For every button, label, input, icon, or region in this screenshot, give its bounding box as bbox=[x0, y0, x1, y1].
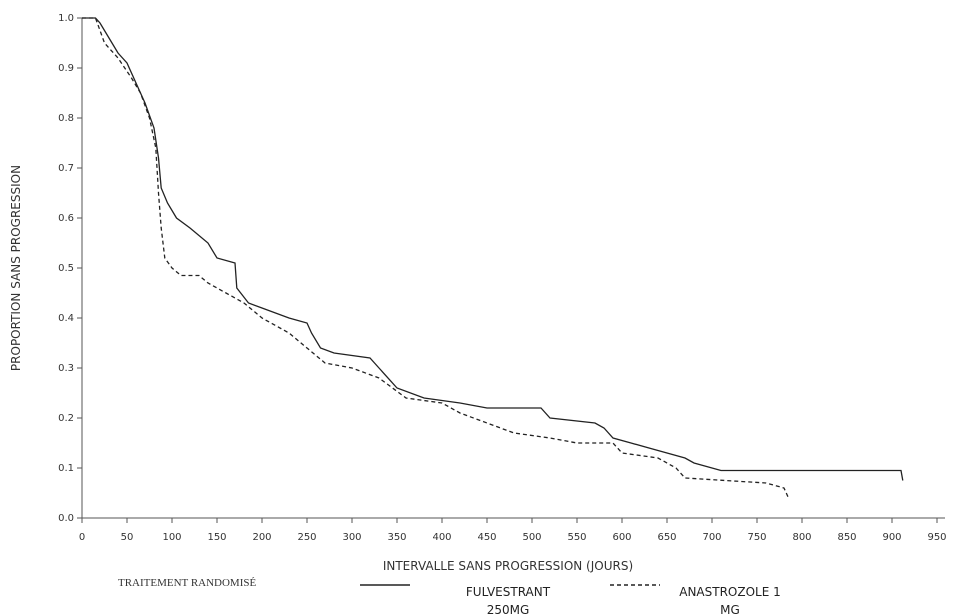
y-tick-label: 0.4 bbox=[58, 313, 74, 324]
x-tick-label: 400 bbox=[432, 532, 451, 543]
x-tick-label: 350 bbox=[387, 532, 406, 543]
km-curve bbox=[82, 17, 790, 499]
y-tick-label: 0.1 bbox=[58, 463, 74, 474]
y-tick-label: 1.0 bbox=[58, 13, 74, 24]
x-tick-label: 900 bbox=[882, 532, 901, 543]
x-tick-label: 200 bbox=[252, 532, 271, 543]
y-tick-label: 0.7 bbox=[58, 163, 74, 174]
x-tick-label: 100 bbox=[162, 532, 181, 543]
x-tick-label: 250 bbox=[297, 532, 316, 543]
x-tick-label: 650 bbox=[657, 532, 676, 543]
x-tick-label: 300 bbox=[342, 532, 361, 543]
y-tick-label: 0.0 bbox=[58, 513, 74, 524]
y-tick-label: 0.5 bbox=[58, 263, 74, 274]
x-tick-label: 600 bbox=[612, 532, 631, 543]
x-tick-label: 800 bbox=[792, 532, 811, 543]
x-tick-label: 700 bbox=[702, 532, 721, 543]
legend-title: TRAITEMENT RANDOMISÉ bbox=[118, 577, 256, 589]
x-tick-label: 0 bbox=[79, 532, 85, 543]
x-tick-label: 950 bbox=[927, 532, 946, 543]
y-axis-label: PROPORTION SANS PROGRESSION bbox=[9, 165, 23, 371]
x-tick-label: 550 bbox=[567, 532, 586, 543]
x-axis-label: INTERVALLE SANS PROGRESSION (JOURS) bbox=[383, 559, 633, 573]
x-tick-label: 500 bbox=[522, 532, 541, 543]
x-tick-label: 50 bbox=[121, 532, 134, 543]
legend-label: FULVESTRANT 250MG bbox=[465, 585, 551, 615]
y-tick-label: 0.8 bbox=[58, 113, 74, 124]
x-tick-label: 150 bbox=[207, 532, 226, 543]
x-tick-label: 450 bbox=[477, 532, 496, 543]
legend-label: ANASTROZOLE 1 MG bbox=[679, 585, 781, 615]
km-curve bbox=[82, 17, 904, 481]
y-tick-label: 0.3 bbox=[58, 363, 74, 374]
y-tick-label: 0.6 bbox=[58, 213, 74, 224]
y-tick-label: 0.2 bbox=[58, 413, 74, 424]
y-tick-label: 0.9 bbox=[58, 63, 74, 74]
x-tick-label: 850 bbox=[837, 532, 856, 543]
x-tick-label: 750 bbox=[747, 532, 766, 543]
